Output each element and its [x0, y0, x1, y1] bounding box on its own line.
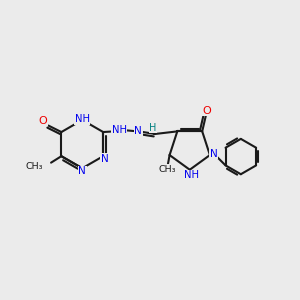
Text: N: N: [210, 148, 217, 159]
Text: NH: NH: [184, 170, 199, 180]
Text: N: N: [78, 166, 86, 176]
Text: H: H: [149, 123, 157, 133]
Text: O: O: [39, 116, 47, 126]
Text: CH₃: CH₃: [26, 162, 43, 171]
Text: CH₃: CH₃: [158, 165, 176, 174]
Text: NH: NH: [112, 125, 127, 135]
Text: N: N: [134, 126, 142, 136]
Text: N: N: [101, 154, 109, 164]
Text: NH: NH: [75, 114, 90, 124]
Text: O: O: [203, 106, 212, 116]
